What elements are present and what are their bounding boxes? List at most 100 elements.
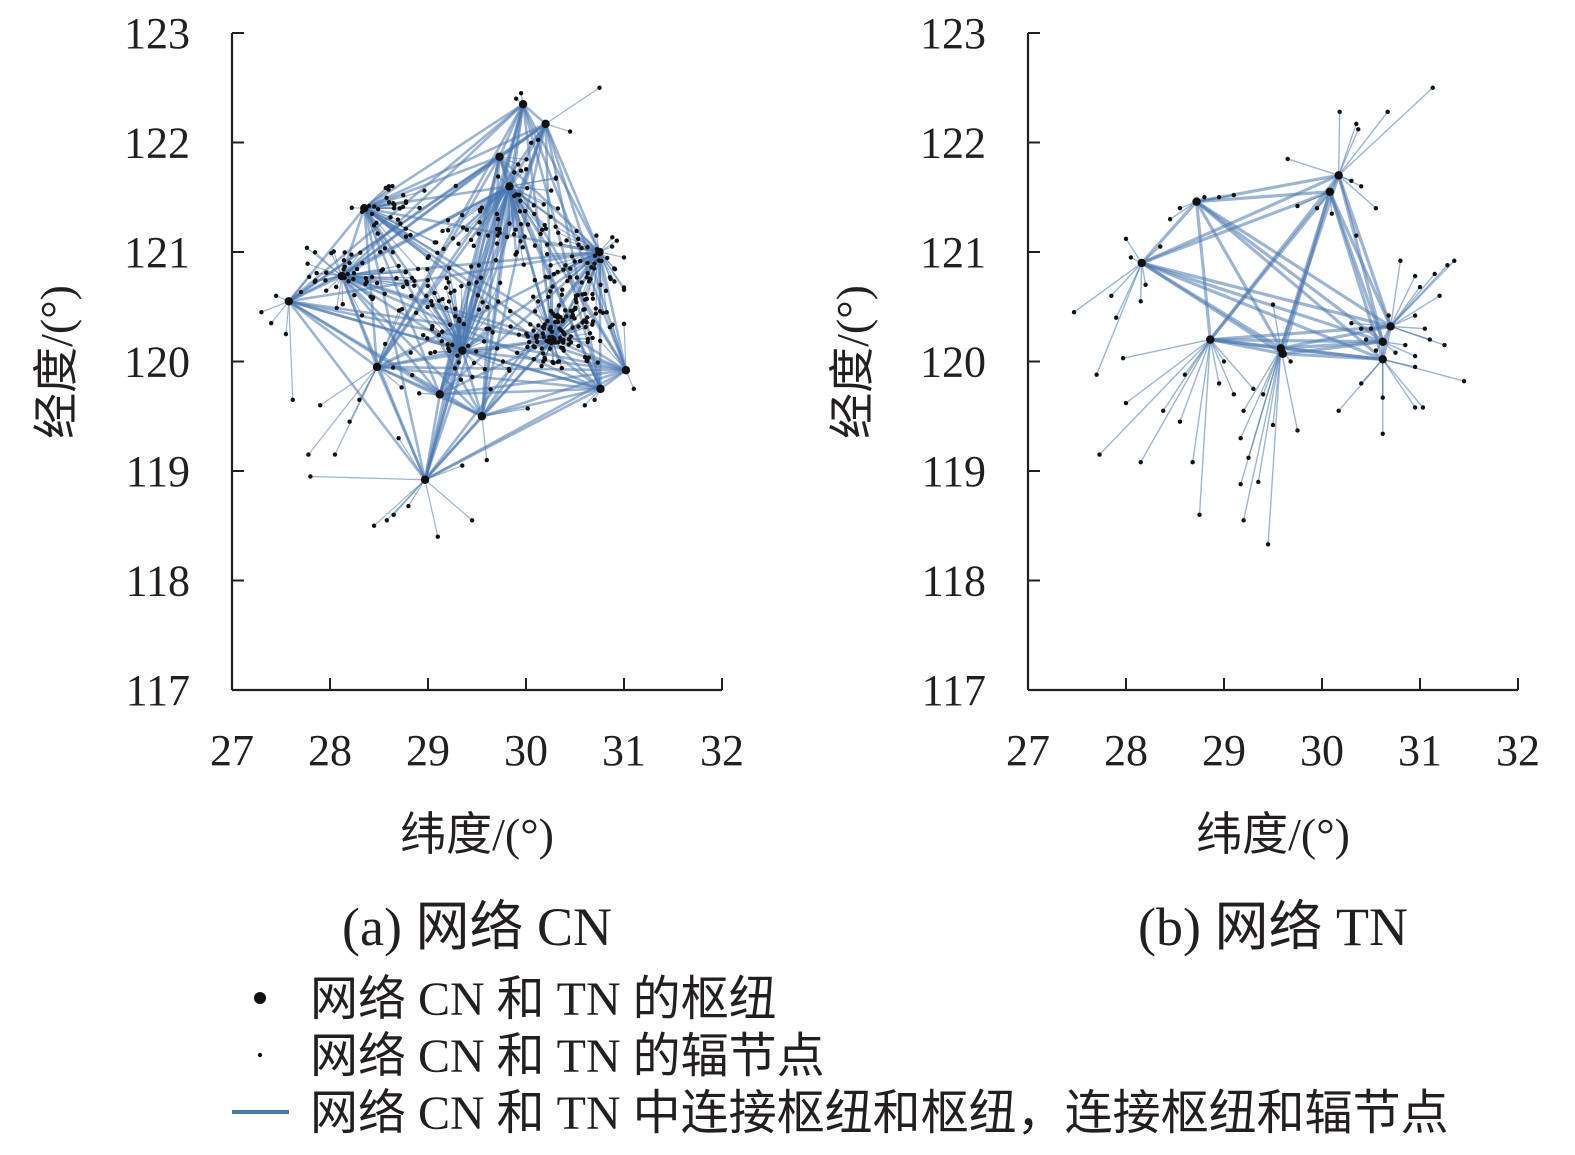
cn-spoke-node (456, 360, 461, 365)
cn-spoke-node (585, 244, 590, 250)
cn-hub-link (438, 156, 501, 395)
tn-x-tick-label: 27 (1006, 726, 1050, 775)
cn-hub-link (522, 103, 547, 125)
cn-x-axis-label: 纬度/(°) (400, 809, 554, 860)
cn-spoke-node (384, 518, 390, 523)
cn-spoke-node (453, 183, 458, 189)
cn-links-layer (261, 87, 635, 537)
cn-spoke-node (482, 367, 488, 372)
cn-spoke-node (579, 246, 584, 251)
cn-hub-node (337, 271, 346, 281)
tn-spoke-node (1356, 127, 1361, 132)
cn-hub-link (498, 103, 525, 158)
cn-spoke-node (457, 318, 462, 324)
cn-spoke-node (390, 183, 395, 189)
cn-spoke-node (511, 231, 517, 237)
cn-spoke-node (590, 296, 596, 301)
tn-spoke-node (1461, 379, 1467, 384)
cn-spoke-node (422, 188, 427, 193)
tn-spoke-link (1382, 358, 1424, 408)
cn-spoke-node (561, 348, 566, 353)
cn-spoke-node (576, 343, 581, 349)
cn-spoke-node (567, 275, 573, 280)
cn-spoke-node (386, 187, 391, 192)
tn-spoke-node (1412, 353, 1418, 359)
cn-spoke-node (582, 354, 588, 360)
cn-spoke-link (461, 282, 478, 351)
cn-spoke-node (570, 308, 576, 313)
cn-spoke-node (568, 334, 574, 339)
cn-spoke-node (441, 246, 446, 252)
cn-spoke-link (341, 271, 406, 277)
tn-spoke-node (1161, 408, 1166, 413)
cn-spoke-link (427, 285, 463, 351)
tn-x-axis-label: 纬度/(°) (1196, 809, 1350, 860)
tn-spoke-node (1123, 236, 1129, 242)
cn-spoke-node (375, 206, 381, 212)
cn-hub-link (544, 123, 601, 253)
tn-spoke-node (1120, 356, 1126, 361)
cn-spoke-node (560, 317, 566, 323)
tn-spoke-link (1209, 339, 1225, 362)
cn-spoke-link (461, 350, 473, 378)
cn-spoke-node (535, 137, 541, 143)
tn-y-tick-label: 120 (920, 338, 986, 387)
cn-spoke-node (406, 503, 411, 509)
cn-spoke-node (621, 321, 627, 327)
cn-spoke-node (490, 330, 495, 335)
cn-spoke-node (530, 294, 536, 299)
cn-spoke-node (469, 518, 475, 523)
cn-hub-link (461, 350, 484, 417)
tn-hub-link (1140, 200, 1198, 265)
tn-x-tick-label: 31 (1398, 726, 1442, 775)
cn-spoke-node (341, 267, 346, 272)
cn-spoke-link (537, 301, 554, 340)
cn-spoke-node (478, 275, 484, 280)
cn-ticks: 27 28 29 30 31 32 117 118 119 120 121 122 123 (124, 9, 744, 775)
tn-spoke-link (1267, 348, 1282, 545)
cn-spoke-node (351, 276, 356, 282)
cn-spoke-node (556, 359, 562, 364)
tn-spoke-link (1280, 348, 1299, 431)
cn-spoke-node (550, 359, 555, 365)
cn-hub-node (596, 384, 605, 394)
legend-hub-marker (254, 992, 266, 1004)
cn-hub-link (481, 369, 627, 418)
tn-spoke-node (1412, 405, 1418, 410)
cn-spoke-node (479, 205, 485, 210)
cn-spoke-node (494, 241, 500, 246)
cn-hub-link (288, 300, 378, 369)
tn-spoke-node (1182, 372, 1188, 377)
cn-spoke-link (508, 185, 526, 212)
cn-spoke-node (298, 289, 304, 295)
cn-spoke-node (532, 309, 538, 314)
cn-spoke-node (525, 222, 531, 227)
tn-spoke-node (1442, 342, 1447, 348)
cn-spoke-node (403, 234, 409, 239)
tn-spoke-node (1202, 195, 1207, 200)
cn-spoke-node (592, 266, 597, 271)
cn-spoke-node (329, 250, 334, 256)
cn-spoke-node (518, 239, 523, 244)
cn-spoke-node (582, 403, 587, 408)
cn-spoke-node (614, 238, 620, 243)
tn-spoke-node (1329, 211, 1335, 216)
tn-y-tick-label: 118 (922, 557, 986, 606)
cn-spoke-node (308, 474, 313, 479)
cn-spoke-node (598, 282, 603, 288)
tn-spoke-node (1241, 518, 1246, 523)
tn-spoke-link (1242, 348, 1282, 521)
cn-spoke-node (475, 293, 481, 298)
tn-spoke-link (1209, 339, 1254, 390)
cn-spoke-node (541, 334, 546, 340)
cn-spoke-node (512, 170, 517, 175)
tn-hub-node (1334, 171, 1343, 180)
cn-spoke-node (384, 195, 389, 201)
tn-spoke-node (1251, 386, 1256, 392)
cn-spoke-node (590, 335, 595, 341)
tn-spoke-node (1437, 293, 1442, 298)
cn-spoke-node (432, 240, 437, 245)
cn-spoke-node (563, 263, 568, 268)
cn-spoke-node (375, 231, 380, 236)
cn-spoke-node (460, 463, 465, 468)
